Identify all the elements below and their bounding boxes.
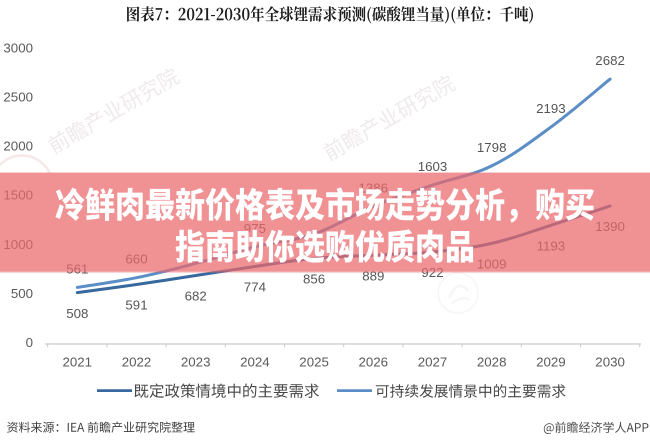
svg-text:2193: 2193: [536, 101, 566, 116]
svg-text:1798: 1798: [477, 140, 507, 155]
svg-text:2024: 2024: [240, 355, 270, 370]
svg-text:2028: 2028: [477, 355, 507, 370]
svg-text:2023: 2023: [181, 355, 211, 370]
svg-text:2000: 2000: [3, 139, 33, 154]
svg-text:856: 856: [303, 272, 325, 287]
svg-text:2025: 2025: [299, 355, 329, 370]
svg-text:2027: 2027: [418, 355, 448, 370]
svg-text:2682: 2682: [595, 53, 625, 68]
svg-text:1603: 1603: [418, 159, 448, 174]
svg-text:2021: 2021: [63, 355, 93, 370]
svg-text:591: 591: [125, 298, 147, 313]
svg-text:2500: 2500: [3, 90, 33, 105]
svg-text:0: 0: [26, 335, 33, 350]
svg-text:2026: 2026: [359, 355, 389, 370]
svg-text:2022: 2022: [122, 355, 152, 370]
svg-text:3000: 3000: [3, 40, 33, 55]
svg-text:2029: 2029: [536, 355, 566, 370]
svg-text:774: 774: [244, 280, 266, 295]
svg-text:508: 508: [66, 306, 88, 321]
svg-text:2030: 2030: [595, 355, 625, 370]
svg-text:889: 889: [362, 268, 384, 283]
svg-text:682: 682: [185, 289, 207, 304]
svg-text:500: 500: [11, 286, 33, 301]
